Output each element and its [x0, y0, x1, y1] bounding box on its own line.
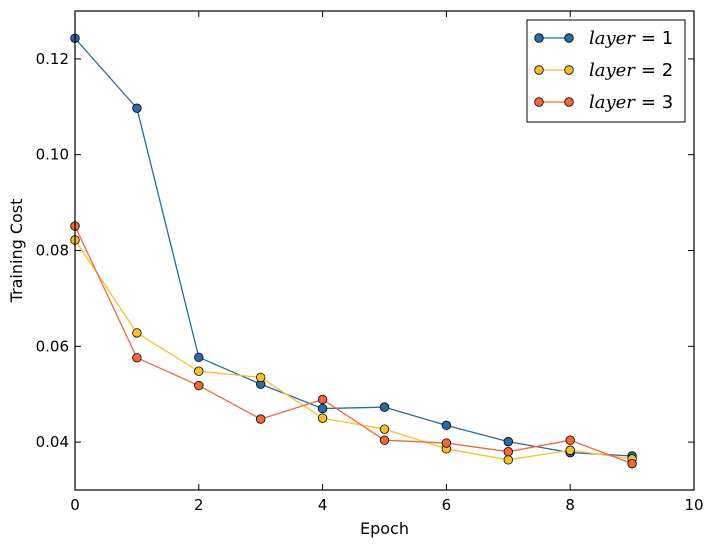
- legend-label: layer = 2: [589, 60, 673, 81]
- legend-entry: layer = 1: [534, 28, 673, 49]
- data-point: [194, 380, 204, 391]
- y-tick-label: 0.04: [36, 433, 69, 451]
- y-tick-label: 0.08: [36, 242, 69, 260]
- data-point: [441, 438, 452, 448]
- series-1: [70, 33, 637, 461]
- axis-ticks: 0 2 4 6 8 10 0.04 0.06 0.08 0.10 0.12: [36, 11, 704, 514]
- series-line: [74, 37, 633, 457]
- x-axis-label: Epoch: [360, 519, 409, 538]
- x-tick-label: 0: [70, 496, 80, 514]
- data-point: [627, 458, 637, 469]
- legend-marker: [564, 65, 574, 75]
- data-point: [317, 394, 328, 405]
- series-2: [70, 235, 637, 465]
- series-3: [70, 221, 637, 469]
- data-point: [132, 103, 142, 113]
- legend-box: [526, 19, 686, 123]
- data-point: [565, 435, 575, 445]
- data-point: [503, 455, 514, 465]
- y-axis-label: Training Cost: [7, 199, 26, 304]
- data-point: [379, 435, 390, 445]
- x-tick-label: 10: [684, 496, 703, 514]
- data-point: [503, 446, 514, 457]
- legend-marker: [564, 33, 574, 43]
- series-line: [74, 239, 633, 461]
- data-point: [132, 328, 142, 338]
- legend-marker: [534, 97, 544, 107]
- plot-frame: [74, 10, 695, 491]
- data-point: [317, 413, 328, 423]
- legend-label: layer = 3: [589, 92, 673, 113]
- data-point: [132, 353, 142, 363]
- data-point: [317, 403, 328, 414]
- data-point: [503, 436, 514, 447]
- legend-entry: layer = 3: [534, 92, 673, 113]
- legend-marker: [534, 65, 544, 75]
- data-point: [379, 402, 390, 412]
- y-tick-label: 0.10: [36, 146, 69, 164]
- legend: layer = 1 layer = 2 layer = 3: [526, 19, 686, 123]
- y-tick-label: 0.12: [36, 50, 69, 68]
- x-tick-label: 6: [442, 496, 452, 514]
- x-tick-label: 4: [318, 496, 328, 514]
- x-tick-label: 8: [565, 496, 575, 514]
- data-point: [256, 372, 266, 383]
- legend-marker: [564, 97, 574, 107]
- data-point: [379, 424, 390, 434]
- series-group: [70, 33, 637, 469]
- data-point: [194, 352, 204, 363]
- x-tick-label: 2: [194, 496, 204, 514]
- data-point: [565, 445, 575, 455]
- y-tick-label: 0.06: [36, 337, 69, 355]
- legend-marker: [534, 33, 544, 43]
- series-line: [74, 225, 633, 465]
- data-point: [441, 420, 452, 431]
- data-point: [194, 366, 204, 376]
- data-point: [256, 414, 266, 424]
- legend-entry: layer = 2: [534, 60, 673, 81]
- legend-label: layer = 1: [589, 28, 673, 49]
